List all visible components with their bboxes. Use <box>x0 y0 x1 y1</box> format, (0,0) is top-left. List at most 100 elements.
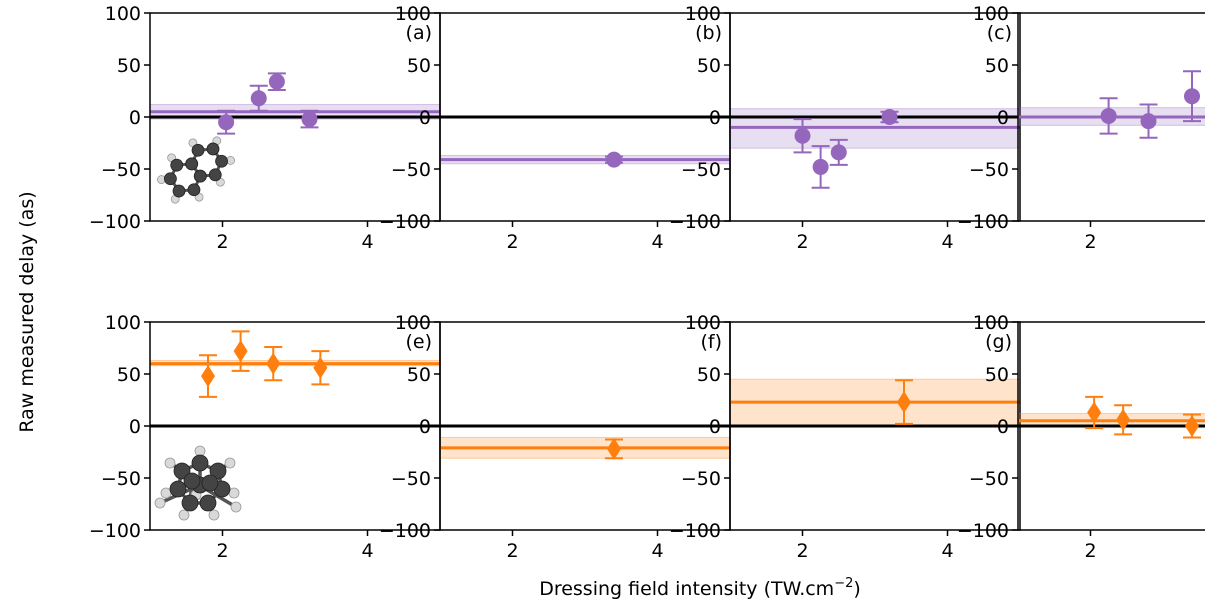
y-tick-label: 0 <box>997 107 1009 129</box>
data-point <box>793 118 812 154</box>
molecule-carbon <box>206 142 220 156</box>
y-tick-label: 50 <box>697 364 721 386</box>
x-tick-label: 4 <box>361 540 373 562</box>
data-point <box>264 345 283 382</box>
point-marker <box>794 127 811 144</box>
y-tick-label: 100 <box>105 312 141 334</box>
point-marker <box>1140 113 1157 130</box>
molecule-carbon <box>199 494 217 512</box>
y-tick-label: −50 <box>969 468 1009 490</box>
y-tick-label: 50 <box>407 364 431 386</box>
point-marker <box>233 340 248 363</box>
data-point <box>199 354 217 398</box>
data-point <box>1139 103 1158 139</box>
panel-label: (b) <box>695 22 722 44</box>
y-axis-title: Raw measured delay (as) <box>16 191 38 432</box>
y-tick-label: −100 <box>669 211 721 233</box>
panel-label: (e) <box>405 331 432 353</box>
y-tick-label: −100 <box>957 520 1009 542</box>
molecule-carbon <box>187 183 201 197</box>
molecule-hydrogen <box>154 497 166 509</box>
data-point <box>231 330 250 372</box>
y-tick-label: −50 <box>101 468 141 490</box>
molecule-hydrogen <box>228 487 240 499</box>
molecule-hydrogen <box>160 487 172 499</box>
y-tick-label: −50 <box>969 159 1009 181</box>
data-point <box>605 437 623 460</box>
y-tick-label: −50 <box>681 468 721 490</box>
plot-area <box>1018 395 1205 439</box>
y-tick-label: 0 <box>129 107 141 129</box>
y-tick-label: −100 <box>89 211 141 233</box>
y-tick-label: 0 <box>997 416 1009 438</box>
molecule-icon <box>157 136 235 204</box>
y-tick-label: −50 <box>681 159 721 181</box>
data-point <box>829 138 848 166</box>
point-marker <box>606 151 622 168</box>
plot-area <box>440 115 730 168</box>
point-marker <box>1184 88 1200 105</box>
y-tick-label: −100 <box>89 520 141 542</box>
molecule-hydrogen <box>230 501 242 513</box>
point-marker <box>266 352 281 375</box>
x-tick-label: 2 <box>1084 540 1096 562</box>
y-tick-label: 0 <box>419 107 431 129</box>
data-point <box>880 109 899 125</box>
molecule-carbon <box>201 474 219 492</box>
molecule-hydrogen <box>164 457 176 469</box>
point-marker <box>881 109 898 125</box>
x-tick-label: 2 <box>796 540 808 562</box>
y-tick-label: 100 <box>105 3 141 25</box>
plot-area <box>1018 70 1205 139</box>
data-point <box>1183 70 1201 123</box>
molecule-icon <box>154 445 242 521</box>
panel-g: −100 −50 0 50 100 2 4 (g) <box>669 312 1021 562</box>
data-point <box>605 151 623 168</box>
x-tick-label: 2 <box>1084 231 1096 253</box>
molecule-carbon <box>208 168 222 182</box>
y-tick-label: 50 <box>697 55 721 77</box>
x-tick-label: 2 <box>796 231 808 253</box>
y-tick-label: −100 <box>379 520 431 542</box>
point-marker <box>607 437 621 460</box>
molecule-carbon <box>191 143 205 157</box>
data-point <box>1183 413 1201 439</box>
point-marker <box>201 365 215 388</box>
y-tick-label: 100 <box>685 312 721 334</box>
molecule-carbon <box>170 158 184 172</box>
point-marker <box>313 356 328 379</box>
molecule-hydrogen <box>178 509 190 521</box>
point-marker <box>812 158 829 175</box>
x-axis-title-main: Dressing field intensity (TW.cm <box>539 578 834 600</box>
molecule-carbon <box>193 169 207 183</box>
data-point <box>811 145 830 189</box>
molecule-carbon <box>172 184 186 198</box>
y-tick-label: 50 <box>117 55 141 77</box>
panel-c: −100 −50 0 50 100 2 4 (c) <box>669 3 1021 253</box>
y-tick-label: 100 <box>973 312 1009 334</box>
y-tick-label: 0 <box>129 416 141 438</box>
plot-area <box>440 424 730 460</box>
x-tick-label: 4 <box>651 540 663 562</box>
x-tick-label: 2 <box>506 231 518 253</box>
y-tick-label: −100 <box>379 211 431 233</box>
y-tick-label: −50 <box>391 159 431 181</box>
x-axis-title-exponent: −2 <box>834 576 853 591</box>
data-point <box>895 379 913 425</box>
x-axis-title-close: ) <box>853 578 860 600</box>
molecule-hydrogen <box>224 457 236 469</box>
data-point <box>217 109 236 135</box>
data-point <box>267 72 286 91</box>
plot-area <box>730 108 1020 189</box>
molecule-carbon <box>169 480 187 498</box>
y-tick-label: 0 <box>419 416 431 438</box>
x-tick-label: 2 <box>216 231 228 253</box>
molecule-carbon <box>209 462 227 480</box>
y-tick-label: 0 <box>709 416 721 438</box>
molecule-carbon <box>183 472 201 490</box>
x-tick-label: 4 <box>361 231 373 253</box>
y-tick-label: 50 <box>985 364 1009 386</box>
y-tick-label: 50 <box>985 55 1009 77</box>
